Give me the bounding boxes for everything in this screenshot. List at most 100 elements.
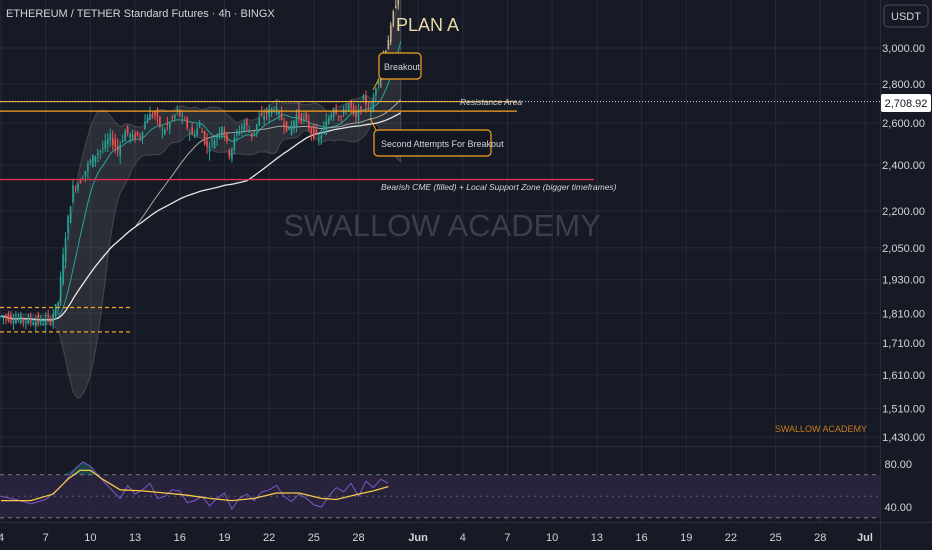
candle-body (161, 129, 164, 131)
candle-body (181, 115, 184, 117)
candle-body (20, 315, 22, 323)
second-attempt-callout-box (373, 129, 492, 157)
candle-body (97, 153, 99, 156)
candle-body (303, 117, 305, 119)
chart-title: ETHEREUM / TETHER Standard Futures · 4h … (6, 8, 275, 20)
candle-body (188, 132, 191, 134)
candle-body (134, 133, 136, 140)
candle-body (305, 113, 308, 121)
candle-body (375, 88, 377, 96)
candle-body (116, 145, 119, 151)
candle-body (322, 126, 325, 130)
candle-body (77, 184, 79, 191)
candle-body (293, 120, 295, 129)
time-tick-label: 10 (84, 532, 96, 544)
candle-body (310, 128, 313, 134)
candle-body (44, 319, 47, 325)
candle-body (25, 320, 27, 322)
candle-body (57, 302, 59, 307)
candle-body (72, 185, 74, 203)
candle-body (37, 315, 40, 323)
candle-body (106, 139, 109, 145)
candle-body (250, 132, 253, 138)
time-tick-label: 7 (504, 532, 510, 544)
candle-body (367, 108, 370, 110)
time-tick-label: 4 (460, 532, 466, 544)
ema-line (0, 41, 402, 322)
breakout-callout-box (378, 52, 422, 80)
time-tick-label: 16 (635, 532, 647, 544)
candle-body (325, 120, 328, 135)
rsi-moving-average (1, 469, 389, 502)
candle-body (260, 113, 263, 115)
candle-body (248, 131, 251, 133)
bearish-cme-label: Bearish CME (filled) + Local Support Zon… (381, 182, 617, 192)
candle-body (34, 321, 37, 327)
currency-button[interactable]: USDT (883, 4, 929, 28)
candle-body (233, 137, 236, 150)
candle-body (164, 129, 166, 135)
candle-body (64, 237, 67, 263)
candle-body (340, 115, 342, 118)
candle-body (245, 119, 248, 126)
candle-body (221, 127, 223, 137)
candle-body (124, 131, 126, 142)
candle-body (308, 120, 310, 129)
watermark-text: SWALLOW ACADEMY (283, 208, 601, 243)
time-tick-label: Jul (857, 532, 873, 544)
price-tick-label: 2,050.00 (882, 243, 925, 255)
candle-body (236, 132, 238, 136)
candle-body (22, 318, 25, 321)
candle-body (92, 155, 94, 167)
candle-body (216, 135, 218, 138)
candle-body (370, 108, 372, 113)
candle-body (126, 125, 129, 134)
price-tick-label: 3,000.00 (882, 43, 925, 55)
candle-body (265, 110, 268, 114)
candle-body (365, 95, 367, 106)
candle-body (330, 114, 333, 120)
candle-body (104, 140, 107, 149)
candle-body (136, 131, 139, 136)
candle-body (285, 121, 288, 131)
rsi-overbought-fill (1, 461, 389, 475)
candle-body (146, 117, 149, 123)
current-price-label: 2,708.92 (881, 94, 931, 112)
candle-body (94, 155, 97, 162)
candle-body (139, 136, 141, 138)
candle-body (268, 108, 270, 118)
rsi-tick-label: 40.00 (884, 502, 912, 514)
candle-body (54, 304, 57, 317)
candle-body (39, 319, 42, 323)
candle-body (74, 187, 77, 189)
candle-body (337, 115, 340, 117)
candle-body (362, 95, 365, 100)
candle-body (151, 114, 154, 117)
current-price-text: 2,708.92 (885, 98, 928, 110)
candle-body (208, 148, 211, 153)
candle-body (17, 318, 20, 320)
time-tick-label: 19 (218, 532, 230, 544)
time-tick-label: 22 (725, 532, 737, 544)
time-tick-label: 13 (591, 532, 603, 544)
candle-body (47, 315, 49, 318)
candle-body (298, 109, 300, 118)
candle-body (327, 118, 330, 124)
candle-body (49, 319, 52, 323)
time-tick-label: 7 (43, 532, 49, 544)
currency-button-label: USDT (891, 11, 921, 23)
candle-body (2, 316, 5, 318)
time-tick-label: 28 (352, 532, 364, 544)
candle-body (171, 117, 174, 119)
candle-body (99, 150, 102, 152)
plan-label: PLAN A (396, 15, 459, 35)
candle-body (387, 40, 390, 50)
candle-body (280, 113, 283, 120)
sma-line-long (0, 112, 402, 321)
candle-body (313, 125, 315, 138)
rsi-line (0, 461, 389, 511)
candle-body (149, 113, 151, 120)
candle-body (231, 148, 233, 160)
